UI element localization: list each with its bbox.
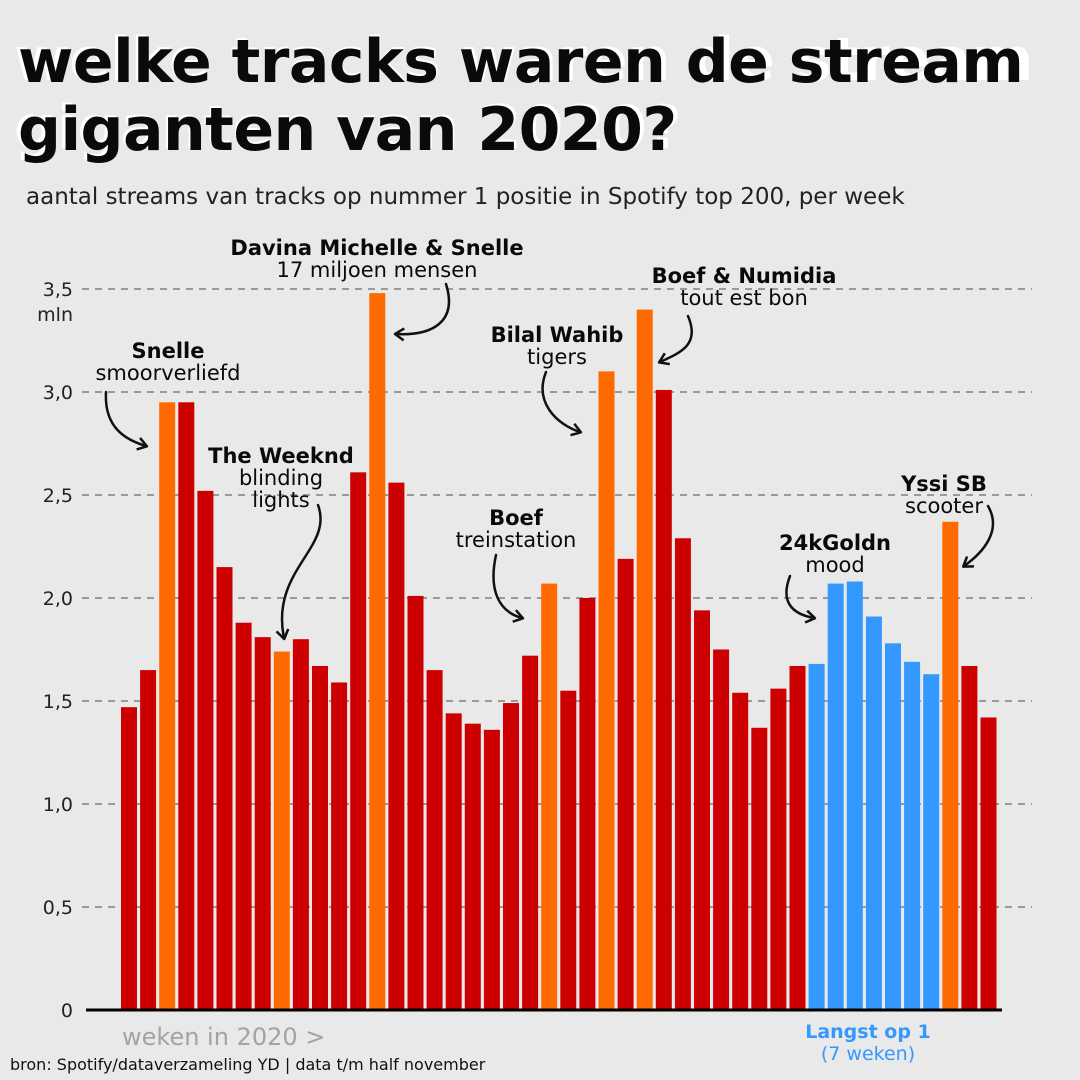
bar-week-24	[560, 690, 577, 1010]
bar-week-46	[980, 717, 997, 1010]
bar-week-29	[655, 389, 672, 1010]
bar-week-34	[751, 727, 768, 1010]
annotation-track: tigers	[527, 345, 587, 369]
bar-week-12	[331, 682, 348, 1010]
bar-week-25	[579, 598, 596, 1010]
bar-week-38	[827, 583, 844, 1010]
annotation-arrow	[541, 370, 580, 432]
bar-week-4	[178, 402, 195, 1010]
annotation-arrow	[282, 503, 322, 638]
y-tick-label: 1,5	[43, 691, 73, 713]
annotation-artist: 24kGoldn	[779, 531, 891, 555]
annotation-artist: Yssi SB	[900, 472, 987, 496]
annotation-arrow	[964, 504, 995, 566]
y-tick-label: 3,5	[43, 279, 73, 301]
y-tick-label: 0,5	[43, 897, 73, 919]
bar-week-3	[159, 402, 176, 1010]
y-tick-label: 1,0	[43, 794, 73, 816]
bar-week-16	[407, 595, 424, 1010]
bar-week-37	[808, 663, 825, 1010]
bar-week-32	[713, 649, 730, 1010]
bar-week-30	[674, 538, 691, 1010]
bar-week-36	[789, 665, 806, 1010]
bar-week-2	[140, 670, 157, 1010]
bar-week-33	[732, 692, 749, 1010]
annotation-arrow	[396, 282, 451, 334]
x-axis-label: weken in 2020 >	[122, 1023, 325, 1051]
annotation-track: tout est bon	[680, 286, 808, 310]
chart-subtitle: aantal streams van tracks op nummer 1 po…	[26, 184, 905, 210]
bar-week-9	[273, 651, 290, 1010]
bar-week-14	[369, 293, 386, 1010]
source-note: bron: Spotify/dataverzameling YD | data …	[10, 1055, 486, 1074]
bar-week-40	[865, 616, 882, 1010]
bar-week-23	[541, 583, 558, 1010]
longest-weeks-label: (7 weken)	[821, 1043, 915, 1065]
annotation-artist: Boef	[489, 506, 544, 530]
annotation-track: mood	[805, 553, 864, 577]
bar-week-7	[235, 622, 252, 1010]
bar-week-39	[846, 581, 863, 1010]
bar-week-44	[942, 521, 959, 1010]
annotation-artist: Davina Michelle & Snelle	[230, 236, 523, 260]
annotation-arrow	[492, 553, 522, 618]
bar-week-21	[503, 703, 519, 1010]
annotation-track: scooter	[905, 494, 983, 518]
y-tick-label: 3,0	[43, 382, 73, 404]
bar-week-17	[426, 670, 443, 1010]
annotation-arrow	[785, 574, 814, 618]
bar-week-28	[636, 309, 653, 1011]
bar-week-41	[885, 643, 901, 1010]
bar-week-27	[617, 558, 634, 1010]
title-line-1: welke tracks waren de stream	[18, 27, 1024, 97]
title-line-2: giganten van 2020?	[18, 95, 677, 165]
annotation-artist: The Weeknd	[208, 444, 354, 468]
annotation-track: smoorverliefd	[95, 361, 240, 385]
bar-week-26	[598, 371, 615, 1010]
bar-week-22	[522, 655, 539, 1010]
bar-week-6	[216, 567, 233, 1010]
annotation-arrow	[104, 390, 146, 446]
y-tick-label: 0	[61, 1000, 73, 1022]
annotation-artist: Bilal Wahib	[491, 323, 624, 347]
annotation-arrow	[660, 314, 694, 362]
bar-week-1	[121, 707, 137, 1010]
bar-week-8	[254, 637, 271, 1010]
bar-week-42	[904, 661, 921, 1010]
bar-week-10	[292, 639, 309, 1010]
y-unit-label: mln	[37, 304, 73, 326]
bar-week-18	[445, 713, 462, 1010]
bar-week-43	[923, 674, 940, 1010]
bar-week-31	[694, 610, 710, 1010]
annotation-track: treinstation	[456, 528, 577, 552]
bar-week-15	[388, 482, 405, 1010]
y-tick-label: 2,5	[43, 485, 73, 507]
bar-week-5	[197, 490, 214, 1010]
annotation-artist: Snelle	[132, 339, 205, 363]
annotation-track-cont: lights	[252, 488, 309, 512]
bar-week-11	[312, 665, 328, 1010]
bar-week-35	[770, 688, 787, 1010]
bar-week-19	[464, 723, 481, 1010]
page-title: welke tracks waren de stream giganten va…	[18, 28, 1078, 164]
bar-week-45	[961, 665, 978, 1010]
y-tick-label: 2,0	[43, 588, 73, 610]
bar-week-20	[483, 729, 500, 1010]
annotation-track: 17 miljoen mensen	[277, 258, 478, 282]
longest-label: Langst op 1	[805, 1021, 931, 1043]
annotation-track: blinding	[239, 466, 323, 490]
title-shadow: welke tracks waren de stream giganten va…	[14, 25, 1034, 163]
annotation-artist: Boef & Numidia	[652, 264, 837, 288]
bar-week-13	[350, 472, 367, 1011]
